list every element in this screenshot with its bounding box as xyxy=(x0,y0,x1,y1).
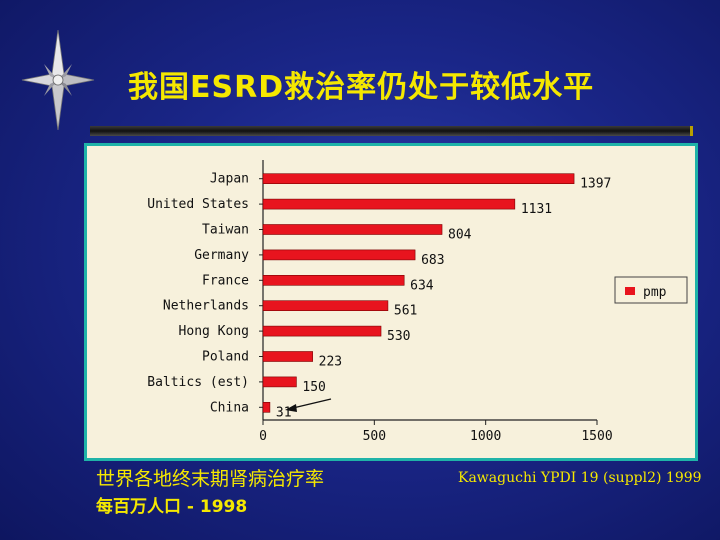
chart-caption: 世界各地终末期肾病治疗率 xyxy=(96,468,325,490)
x-tick-label-500: 500 xyxy=(363,429,386,444)
bar-united-states xyxy=(262,198,516,210)
data-label-japan: 1397 xyxy=(580,177,611,192)
data-label-poland: 223 xyxy=(319,355,342,370)
bar-hong-kong xyxy=(262,325,382,337)
data-label-germany: 683 xyxy=(421,253,444,268)
bar-taiwan xyxy=(262,224,443,235)
x-tick-label-1000: 1000 xyxy=(470,429,501,444)
x-tick-label-0: 0 xyxy=(259,429,267,444)
bar-japan xyxy=(262,173,575,185)
bar-baltics-est xyxy=(262,376,297,388)
category-label-baltics-est: Baltics (est) xyxy=(147,375,249,390)
source-citation: Kawaguchi YPDI 19 (suppl2) 1999 xyxy=(458,470,702,486)
chart-subcaption: 每百万人口 - 1998 xyxy=(96,497,248,517)
legend-swatch xyxy=(625,287,635,295)
data-label-china: 31 xyxy=(276,405,292,420)
title-divider-bar xyxy=(90,126,693,136)
bar-france xyxy=(262,275,405,286)
arrow-pointing-to-china xyxy=(292,398,332,409)
data-label-united-states: 1131 xyxy=(521,202,552,217)
legend-label-pmp: pmp xyxy=(643,285,667,300)
category-label-taiwan: Taiwan xyxy=(202,223,249,238)
data-label-hong-kong: 530 xyxy=(387,329,410,344)
bar-poland xyxy=(262,351,313,362)
slide-title: 我国ESRD救治率仍处于较低水平 xyxy=(128,70,595,105)
category-label-china: China xyxy=(210,400,249,415)
category-label-japan: Japan xyxy=(210,172,249,187)
bar-china xyxy=(262,401,271,413)
data-label-netherlands: 561 xyxy=(394,304,417,319)
category-label-hong-kong: Hong Kong xyxy=(179,324,249,339)
data-label-baltics-est: 150 xyxy=(302,380,325,395)
category-label-netherlands: Netherlands xyxy=(163,299,249,314)
bar-netherlands xyxy=(262,300,389,311)
data-label-france: 634 xyxy=(410,278,434,293)
chart-frame: Japan 1397 United States 1131 Taiwan 804 Germa… xyxy=(84,143,698,461)
category-label-united-states: United States xyxy=(147,197,249,212)
compass-star-icon xyxy=(21,29,95,131)
bar-chart: Japan 1397 United States 1131 Taiwan 804 Germa… xyxy=(147,160,688,444)
category-label-france: France xyxy=(202,273,249,288)
x-tick-label-1500: 1500 xyxy=(581,429,612,444)
bar-germany xyxy=(262,249,416,261)
arrow-head-icon xyxy=(285,404,297,412)
category-label-poland: Poland xyxy=(202,350,249,365)
category-label-germany: Germany xyxy=(194,248,249,263)
data-label-taiwan: 804 xyxy=(448,228,472,243)
